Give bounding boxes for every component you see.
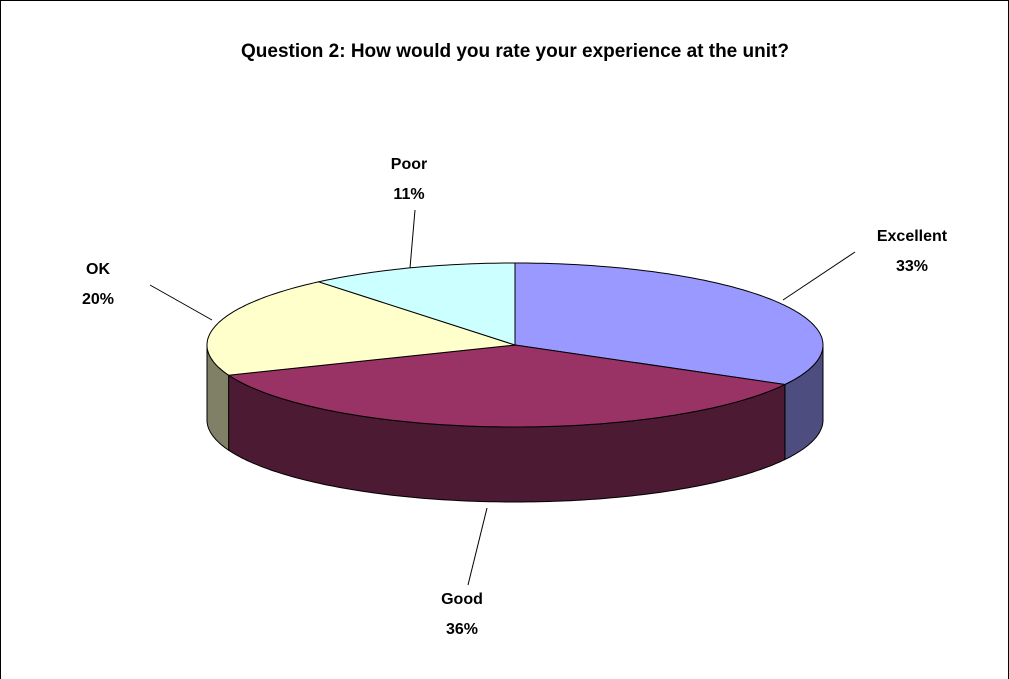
slice-label: OK xyxy=(86,261,110,278)
pie-slice xyxy=(514,262,824,386)
slice-label: Poor xyxy=(391,156,427,173)
slice-label: Good xyxy=(441,591,483,608)
slice-value-label: 20% xyxy=(82,291,114,308)
slice-value-label: 11% xyxy=(393,186,424,203)
leader-line xyxy=(467,507,488,586)
leader-line xyxy=(782,251,856,301)
slice-label: Excellent xyxy=(877,228,948,245)
leader-line xyxy=(409,209,416,269)
pie-slice xyxy=(227,344,787,428)
slice-value-label: 33% xyxy=(896,258,928,275)
pie-slice xyxy=(206,281,516,376)
leader-line xyxy=(149,284,213,321)
slice-value-label: 36% xyxy=(446,621,478,638)
pie-slice xyxy=(316,262,516,346)
chart-title: Question 2: How would you rate your expe… xyxy=(241,41,789,62)
